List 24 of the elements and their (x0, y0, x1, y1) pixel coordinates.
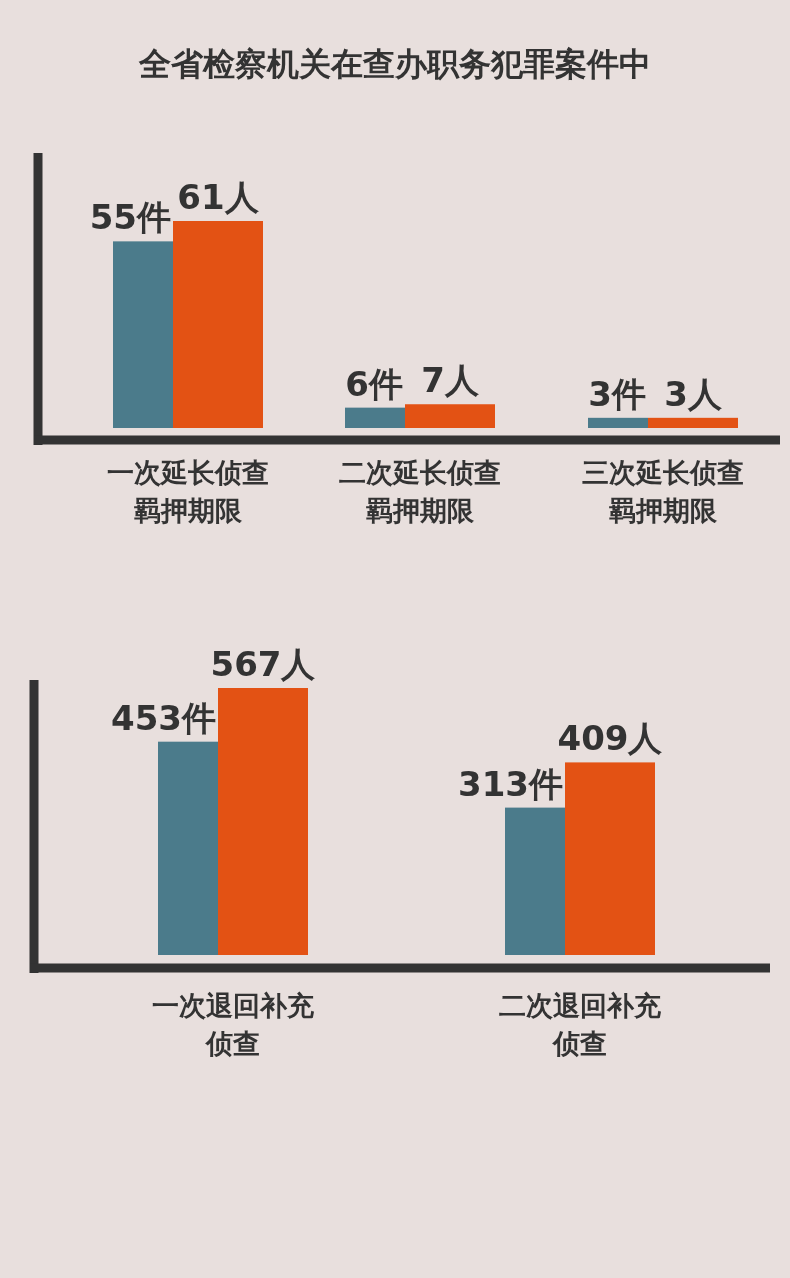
bar (158, 741, 218, 955)
data-label: 409人 (557, 718, 664, 759)
data-label: 6件 (345, 363, 403, 404)
bar (648, 417, 738, 428)
data-label: 7人 (421, 360, 480, 401)
bar (173, 221, 263, 428)
bar (218, 688, 308, 955)
bar (113, 241, 173, 428)
x-tick-label: 二次退回补充侦查 (499, 990, 662, 1059)
data-label: 61人 (177, 177, 260, 217)
data-label: 3人 (664, 373, 723, 414)
data-label: 55件 (89, 197, 171, 238)
x-tick-label: 一次退回补充侦查 (152, 990, 315, 1059)
data-label: 567人 (210, 644, 317, 684)
x-tick-label: 一次延长侦查羁押期限 (107, 457, 269, 526)
bar (588, 417, 648, 428)
data-label: 3件 (588, 373, 646, 414)
bar (505, 807, 565, 955)
bar (565, 762, 655, 955)
x-tick-label: 二次延长侦查羁押期限 (339, 457, 501, 526)
chart-title: 全省检察机关在查办职务犯罪案件中 (138, 45, 651, 83)
data-label: 453件 (111, 697, 216, 738)
x-tick-label: 三次延长侦查羁押期限 (582, 457, 744, 526)
data-label: 313件 (458, 763, 563, 804)
